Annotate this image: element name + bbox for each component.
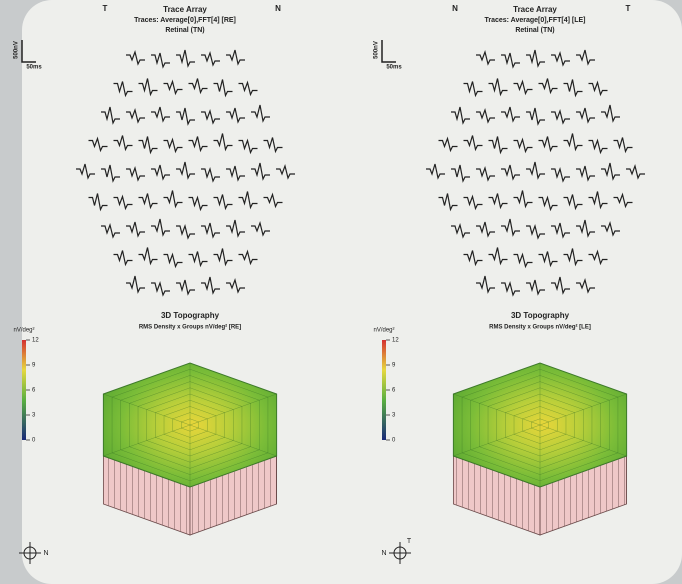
topo-title: 3D Topography	[511, 311, 570, 320]
amp-scale: 500nV	[374, 41, 380, 59]
trace-title: Trace Array	[513, 5, 557, 14]
side-label: N	[452, 4, 458, 13]
compass-label: N	[381, 550, 386, 557]
trace-title: Trace Array	[163, 5, 207, 14]
topo-subtitle: RMS Density x Groups nV/deg² [RE]	[139, 324, 241, 331]
trace-subtitle: Traces: Average[0],FFT[4] [LE]	[484, 17, 585, 24]
amp-scale: 500nV	[14, 41, 20, 59]
colorbar-unit: nV/deg²	[13, 328, 34, 334]
time-scale: 50ms	[26, 65, 42, 71]
compass-label: N	[43, 550, 48, 557]
trace-view: Retinal (TN)	[515, 27, 554, 34]
colorbar-tick-label: 12	[392, 338, 399, 344]
topo-subtitle: RMS Density x Groups nV/deg² [LE]	[489, 324, 591, 331]
time-scale: 50ms	[386, 65, 402, 71]
colorbar	[382, 340, 386, 440]
colorbar	[22, 340, 26, 440]
compass-label: T	[407, 538, 412, 545]
side-label: T	[103, 4, 108, 13]
report-photo: T N Trace Array Traces: Average[0],FFT[4] […	[0, 0, 682, 584]
trace-subtitle: Traces: Average[0],FFT[4] [RE]	[134, 17, 236, 24]
trace-view: Retinal (TN)	[165, 27, 204, 34]
side-label: N	[275, 4, 281, 13]
colorbar-tick-label: 12	[32, 338, 39, 344]
topo-title: 3D Topography	[161, 311, 220, 320]
colorbar-unit: nV/deg²	[373, 328, 394, 334]
side-label: T	[626, 4, 631, 13]
